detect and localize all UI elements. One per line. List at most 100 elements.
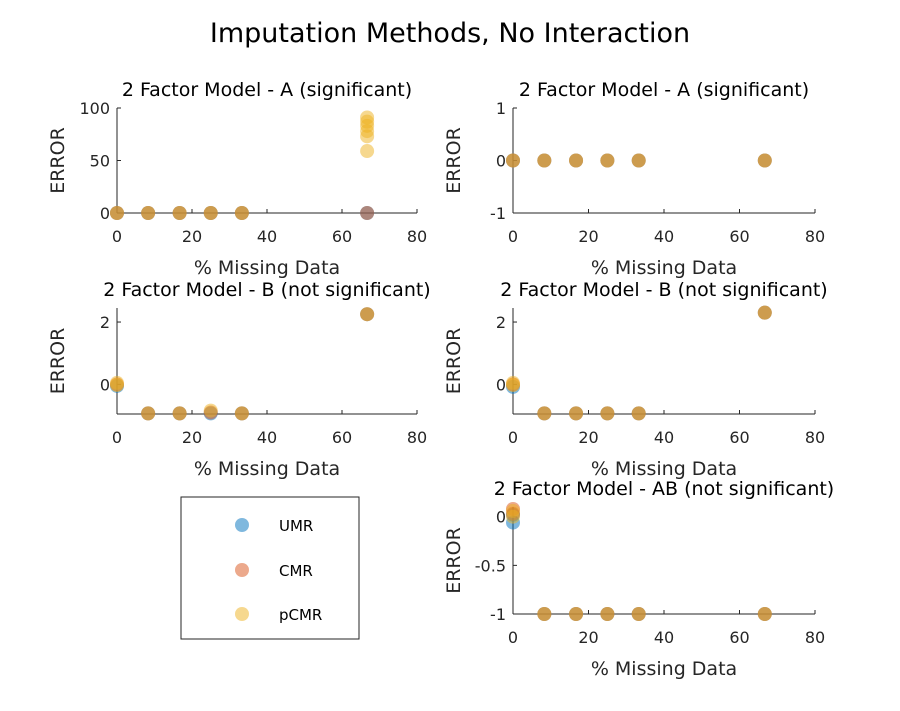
- data-point-pcmr: [360, 307, 375, 322]
- y-tick-label: -1: [490, 605, 506, 624]
- subplot-title: 2 Factor Model - B (not significant): [500, 279, 827, 301]
- x-tick-label: 60: [332, 428, 352, 447]
- data-point-pcmr: [757, 305, 772, 320]
- subplot-title: 2 Factor Model - AB (not significant): [494, 478, 834, 500]
- data-point-pcmr: [631, 607, 646, 621]
- x-tick-label: 80: [805, 428, 825, 447]
- x-tick-label: 40: [257, 227, 277, 246]
- x-axis-label: % Missing Data: [194, 257, 340, 279]
- x-axis-label: % Missing Data: [194, 458, 340, 480]
- y-axis-label: ERROR: [443, 127, 465, 194]
- data-point-pcmr: [506, 378, 520, 393]
- data-point-pcmr: [110, 378, 124, 393]
- data-point-pcmr: [506, 509, 520, 524]
- series-umr: [506, 305, 772, 421]
- data-point-pcmr: [234, 406, 249, 421]
- x-tick-label: 40: [654, 628, 674, 647]
- subplot-title: 2 Factor Model - A (significant): [519, 79, 809, 101]
- x-tick-label: 0: [508, 428, 518, 447]
- data-point-pcmr: [537, 153, 552, 168]
- x-axis-label: % Missing Data: [591, 257, 737, 279]
- data-point-pcmr: [631, 153, 646, 168]
- y-tick-label: -0.5: [475, 556, 506, 575]
- series-pcmr: [506, 153, 772, 168]
- data-point-cmr: [360, 206, 375, 220]
- y-axis-label: ERROR: [47, 127, 69, 194]
- series-cmr: [110, 307, 375, 421]
- data-point-pcmr: [600, 406, 615, 421]
- x-tick-label: 80: [805, 227, 825, 246]
- x-tick-label: 80: [407, 428, 427, 447]
- x-tick-label: 20: [578, 227, 598, 246]
- x-tick-label: 60: [729, 628, 749, 647]
- data-point-pcmr: [360, 144, 375, 159]
- subplot-title: 2 Factor Model - A (significant): [122, 79, 412, 101]
- data-point-pcmr: [537, 406, 552, 421]
- data-point-pcmr: [757, 153, 772, 168]
- series-pcmr: [506, 305, 772, 421]
- series-cmr: [506, 501, 772, 621]
- x-tick-label: 0: [112, 428, 122, 447]
- legend-marker-pcmr: [235, 607, 249, 621]
- y-tick-label: 0: [496, 152, 506, 171]
- x-tick-label: 40: [654, 428, 674, 447]
- x-tick-label: 40: [654, 227, 674, 246]
- data-point-pcmr: [360, 110, 375, 125]
- x-tick-label: 20: [578, 428, 598, 447]
- data-point-pcmr: [757, 607, 772, 621]
- x-tick-label: 60: [729, 428, 749, 447]
- x-tick-label: 20: [182, 428, 202, 447]
- y-tick-label: 100: [79, 99, 110, 118]
- data-point-pcmr: [506, 153, 520, 168]
- subplot-5: 0 20 40 60 80 -1 -0.5 0 2 Factor Model - AB (not…: [443, 478, 834, 680]
- x-tick-label: 80: [407, 227, 427, 246]
- y-tick-label: 0: [496, 375, 506, 394]
- x-tick-label: 20: [182, 227, 202, 246]
- series-pcmr: [506, 503, 772, 621]
- y-tick-label: 2: [100, 313, 110, 332]
- legend-label-cmr: CMR: [279, 562, 313, 580]
- series-umr: [506, 507, 772, 621]
- y-tick-label: 0: [100, 375, 110, 394]
- data-point-pcmr: [569, 406, 584, 421]
- x-tick-label: 40: [257, 428, 277, 447]
- series-pcmr: [110, 307, 375, 421]
- data-point-pcmr: [537, 607, 552, 621]
- data-point-pcmr: [600, 153, 615, 168]
- subplot-3: 0 20 40 60 80 0 2 2 Factor Model - B (not signi…: [47, 279, 431, 480]
- y-axis-label: ERROR: [443, 527, 465, 594]
- y-axis-label: ERROR: [47, 328, 69, 395]
- x-tick-label: 0: [508, 227, 518, 246]
- x-tick-label: 60: [729, 227, 749, 246]
- y-tick-label: 2: [496, 313, 506, 332]
- subplot-1: 0 20 40 60 80 0 50 100 2 Factor Model - A (signi…: [47, 79, 427, 279]
- series-umr: [110, 307, 375, 421]
- y-tick-label: 0: [100, 204, 110, 223]
- figure-title: Imputation Methods, No Interaction: [210, 18, 690, 49]
- data-point-pcmr: [172, 206, 187, 220]
- data-point-pcmr: [631, 406, 646, 421]
- data-point-pcmr: [141, 406, 156, 421]
- y-tick-label: 0: [496, 508, 506, 527]
- data-point-pcmr: [569, 607, 584, 621]
- data-point-pcmr: [234, 206, 249, 220]
- y-tick-label: -1: [490, 204, 506, 223]
- y-axis-label: ERROR: [443, 328, 465, 395]
- x-tick-label: 0: [112, 227, 122, 246]
- data-point-pcmr: [569, 153, 584, 168]
- x-axis-label: % Missing Data: [591, 658, 737, 680]
- legend: UMR CMR pCMR: [180, 496, 360, 640]
- data-point-pcmr: [172, 406, 187, 421]
- legend-label-pcmr: pCMR: [279, 606, 322, 624]
- series-cmr: [506, 305, 772, 421]
- legend-label-umr: UMR: [279, 517, 313, 535]
- y-tick-label: 50: [90, 152, 110, 171]
- x-tick-label: 20: [578, 628, 598, 647]
- x-tick-label: 0: [508, 628, 518, 647]
- data-point-pcmr: [600, 607, 615, 621]
- legend-marker-cmr: [235, 563, 249, 577]
- series-pcmr: [110, 110, 375, 220]
- x-tick-label: 80: [805, 628, 825, 647]
